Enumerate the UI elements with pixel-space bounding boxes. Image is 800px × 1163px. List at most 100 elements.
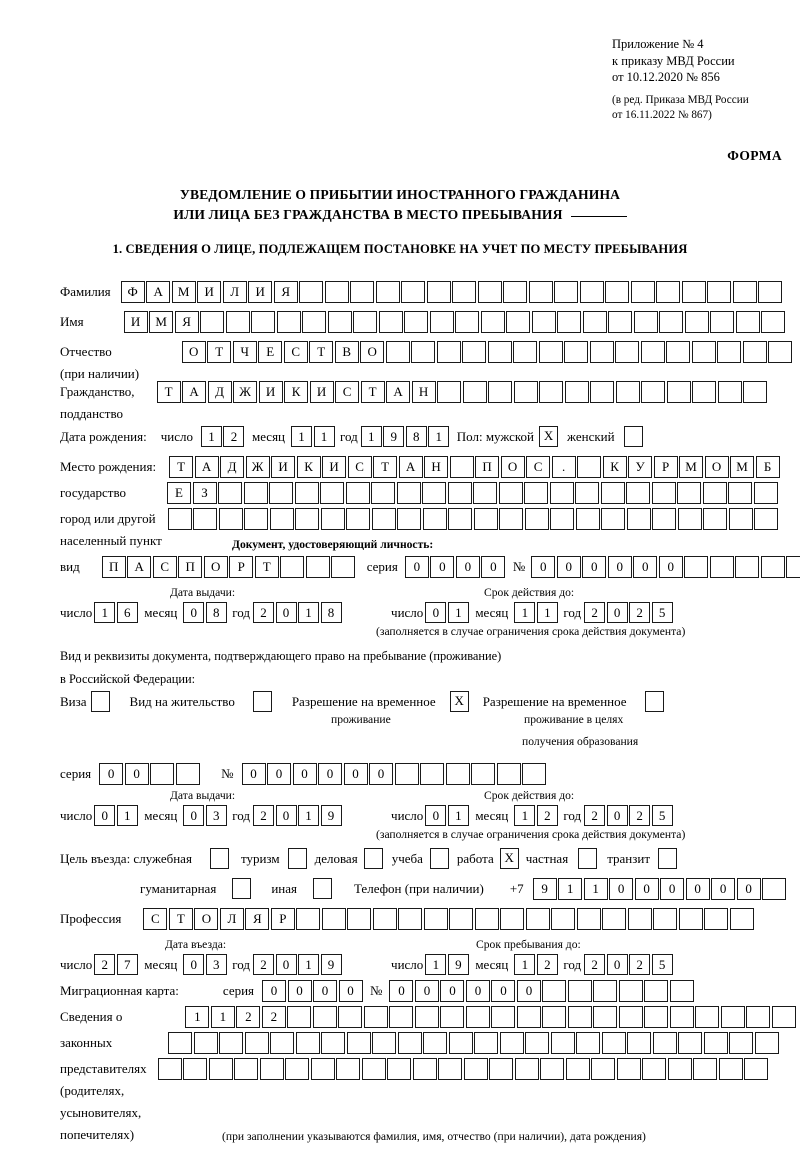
char-cell[interactable]: 0 — [481, 556, 506, 578]
char-cell[interactable] — [302, 311, 327, 333]
char-cell[interactable] — [208, 1058, 233, 1080]
char-cell[interactable]: 0 — [736, 878, 761, 900]
char-cell[interactable]: П — [101, 556, 126, 578]
visa-checkbox[interactable] — [90, 691, 110, 712]
char-cell[interactable]: Т — [169, 456, 194, 478]
char-cell[interactable] — [681, 281, 706, 303]
char-cell[interactable]: А — [182, 381, 207, 403]
char-cell[interactable] — [703, 1032, 728, 1054]
char-cell[interactable] — [641, 381, 666, 403]
char-cell[interactable] — [423, 1032, 448, 1054]
char-cell[interactable] — [729, 908, 754, 930]
char-cell[interactable] — [760, 556, 785, 578]
char-cell[interactable]: 0 — [275, 602, 297, 623]
char-cell[interactable] — [280, 556, 305, 578]
char-cell[interactable]: Я — [273, 281, 298, 303]
char-cell[interactable]: Т — [309, 341, 334, 363]
char-cell[interactable] — [157, 1058, 182, 1080]
char-cell[interactable] — [608, 311, 633, 333]
sex-female-checkbox[interactable] — [623, 426, 643, 447]
purpose-study-checkbox[interactable] — [429, 848, 449, 869]
char-cell[interactable] — [717, 341, 742, 363]
char-cell[interactable] — [522, 763, 547, 785]
char-cell[interactable] — [487, 341, 512, 363]
char-cell[interactable] — [582, 311, 607, 333]
char-cell[interactable] — [489, 1058, 514, 1080]
char-cell[interactable]: О — [704, 456, 729, 478]
char-cell[interactable] — [449, 908, 474, 930]
char-cell[interactable]: 1 — [583, 878, 608, 900]
char-cell[interactable]: Д — [220, 456, 245, 478]
char-cell[interactable] — [423, 908, 448, 930]
char-cell[interactable] — [652, 508, 677, 530]
char-cell[interactable]: 1 — [536, 602, 558, 623]
char-cell[interactable] — [477, 281, 502, 303]
char-cell[interactable] — [633, 311, 658, 333]
char-cell[interactable]: 0 — [582, 556, 607, 578]
char-cell[interactable] — [754, 508, 779, 530]
char-cell[interactable] — [565, 1058, 590, 1080]
char-cell[interactable] — [474, 908, 499, 930]
sex-male-checkbox[interactable]: X — [539, 426, 559, 447]
purpose-official-checkbox[interactable] — [209, 848, 229, 869]
char-cell[interactable] — [234, 1058, 259, 1080]
legal-rep-input-3[interactable] — [157, 1058, 770, 1080]
char-cell[interactable] — [618, 1006, 643, 1028]
char-cell[interactable] — [605, 281, 630, 303]
char-cell[interactable]: 2 — [253, 954, 275, 975]
char-cell[interactable] — [462, 341, 487, 363]
char-cell[interactable]: 9 — [447, 954, 469, 975]
char-cell[interactable] — [438, 1058, 463, 1080]
char-cell[interactable] — [193, 508, 218, 530]
char-cell[interactable] — [590, 381, 615, 403]
char-cell[interactable] — [321, 908, 346, 930]
purpose-other-checkbox[interactable] — [312, 878, 332, 899]
char-cell[interactable]: 0 — [94, 805, 116, 826]
char-cell[interactable]: О — [181, 341, 206, 363]
char-cell[interactable] — [346, 508, 371, 530]
char-cell[interactable]: А — [127, 556, 152, 578]
char-cell[interactable]: 9 — [320, 805, 342, 826]
char-cell[interactable] — [514, 1058, 539, 1080]
char-cell[interactable]: 2 — [584, 805, 606, 826]
char-cell[interactable] — [659, 311, 684, 333]
char-cell[interactable] — [564, 341, 589, 363]
char-cell[interactable] — [513, 341, 538, 363]
char-cell[interactable] — [346, 1032, 371, 1054]
char-cell[interactable] — [449, 456, 474, 478]
char-cell[interactable] — [669, 1006, 694, 1028]
char-cell[interactable] — [550, 1032, 575, 1054]
char-cell[interactable]: 0 — [606, 602, 628, 623]
char-cell[interactable]: 0 — [124, 763, 149, 785]
char-cell[interactable]: 1 — [558, 878, 583, 900]
char-cell[interactable] — [397, 1032, 422, 1054]
char-cell[interactable] — [771, 1006, 796, 1028]
char-cell[interactable]: 0 — [607, 556, 632, 578]
char-cell[interactable]: А — [194, 456, 219, 478]
char-cell[interactable]: 9 — [532, 878, 557, 900]
char-cell[interactable] — [396, 482, 421, 504]
char-cell[interactable] — [372, 1032, 397, 1054]
char-cell[interactable] — [786, 556, 800, 578]
char-cell[interactable] — [305, 556, 330, 578]
char-cell[interactable] — [744, 1058, 769, 1080]
char-cell[interactable] — [310, 1058, 335, 1080]
char-cell[interactable]: 1 — [447, 602, 469, 623]
char-cell[interactable]: С — [143, 908, 168, 930]
char-cell[interactable]: С — [347, 456, 372, 478]
char-cell[interactable]: 0 — [491, 980, 516, 1002]
char-cell[interactable] — [167, 508, 192, 530]
char-cell[interactable]: . — [551, 456, 576, 478]
char-cell[interactable]: 0 — [183, 602, 205, 623]
purpose-private-checkbox[interactable] — [578, 848, 598, 869]
